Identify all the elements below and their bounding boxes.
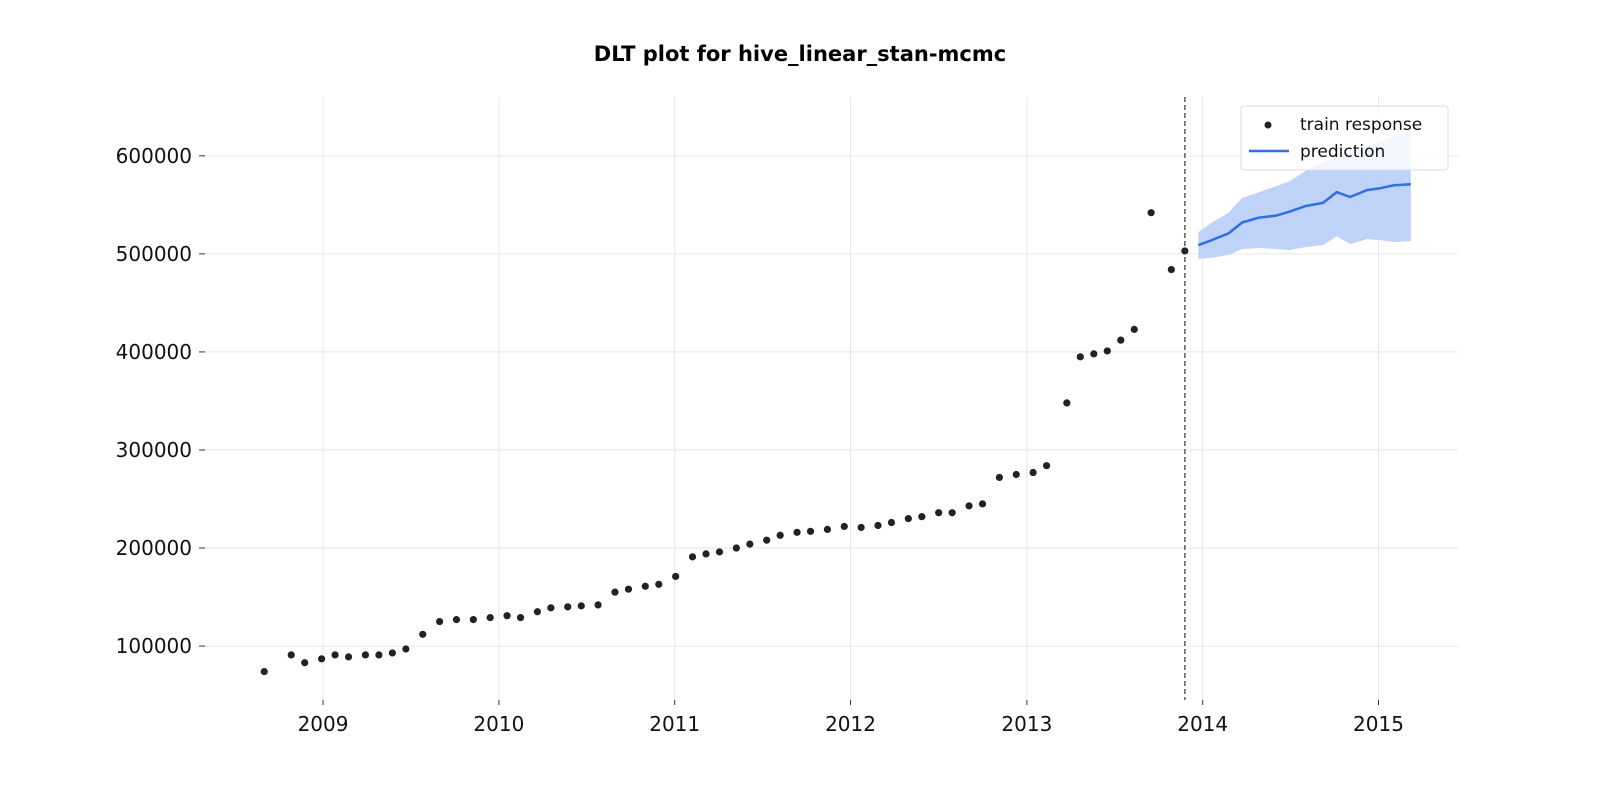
train-response-point [287,651,295,659]
train-response-point [624,585,633,593]
train-response-point [1130,325,1138,333]
train-response-point [361,651,370,659]
y-tick-label: 400000 [116,340,192,364]
train-response-point [874,521,882,530]
train-response-point [503,612,511,620]
x-tick-label: 2010 [473,712,524,736]
legend-train-response-marker [1264,121,1272,129]
train-response-point [317,655,326,663]
x-tick-label: 2014 [1177,712,1228,736]
train-response-point [452,616,461,624]
x-tick-label: 2013 [1001,712,1052,736]
train-response-point [1012,470,1020,479]
train-response-point [672,572,680,581]
train-response-point [776,531,784,539]
train-response-point [935,509,943,517]
train-response-point [763,536,771,544]
train-response-point [995,473,1003,482]
train-response-point [948,509,956,517]
train-response-point [331,651,339,659]
train-response-point [344,653,353,661]
train-response-point [516,614,525,622]
train-response-point [301,659,309,667]
legend-train-response-label: train response [1300,115,1422,135]
train-response-point [419,630,427,638]
train-response-point [1029,468,1037,477]
y-tick-label: 300000 [116,438,192,462]
train-response-point [978,500,987,508]
legend: train response prediction [1240,105,1449,171]
train-response-point [840,522,848,531]
train-response-point [486,614,494,622]
train-response-point [547,604,555,612]
train-response-point [732,544,740,552]
train-response-point [715,548,724,556]
train-response-point [1117,336,1125,344]
y-tick-label: 600000 [116,144,192,168]
train-response-point [533,608,541,616]
x-tick-label: 2015 [1353,712,1404,736]
train-response-point [469,616,477,624]
train-response-point [564,603,572,611]
train-response-point [793,528,801,536]
train-response-point [1042,462,1051,470]
prediction-series-line [1197,183,1411,247]
train-response-point [1167,265,1175,274]
train-response-point [436,617,444,626]
train-response-point [823,525,832,533]
train-response-point [1090,350,1098,358]
train-response-point [904,515,912,523]
train-response-points [260,209,1189,676]
train-response-point [611,588,619,596]
train-response-point [1147,209,1155,217]
grid [205,97,1458,700]
prediction-line [1197,183,1411,247]
train-response-point [702,550,710,558]
x-tick-label: 2009 [298,712,349,736]
train-response-point [641,582,649,590]
train-response-point [577,602,585,610]
x-tick-label: 2012 [825,712,876,736]
train-response-point [887,518,896,527]
chart-title: DLT plot for hive_linear_stan-mcmc [594,42,1006,66]
legend-box [1240,105,1449,171]
train-response-point [375,651,383,659]
train-response-point [1181,247,1189,255]
train-response-point [688,553,697,561]
train-response-point [918,513,926,521]
train-response-point [260,667,268,676]
train-response-point [965,502,973,510]
train-response-point [857,523,865,532]
train-response-point [388,649,396,657]
train-response-point [655,580,663,588]
y-tick-label: 200000 [116,536,192,560]
y-tick-label: 500000 [116,242,192,266]
y-tick-label: 100000 [116,634,192,658]
train-response-point [1103,347,1111,355]
train-response-point [1063,399,1071,407]
axes: 2009 2010 2011 2012 2013 2014 2015 100000 200000… [116,144,1404,736]
legend-prediction-label: prediction [1300,142,1385,162]
train-response-point [594,601,602,609]
train-response-point [1076,353,1084,361]
train-response-point [402,645,410,653]
train-response-point [806,527,815,535]
x-tick-label: 2011 [649,712,700,736]
train-response-point [746,540,754,548]
